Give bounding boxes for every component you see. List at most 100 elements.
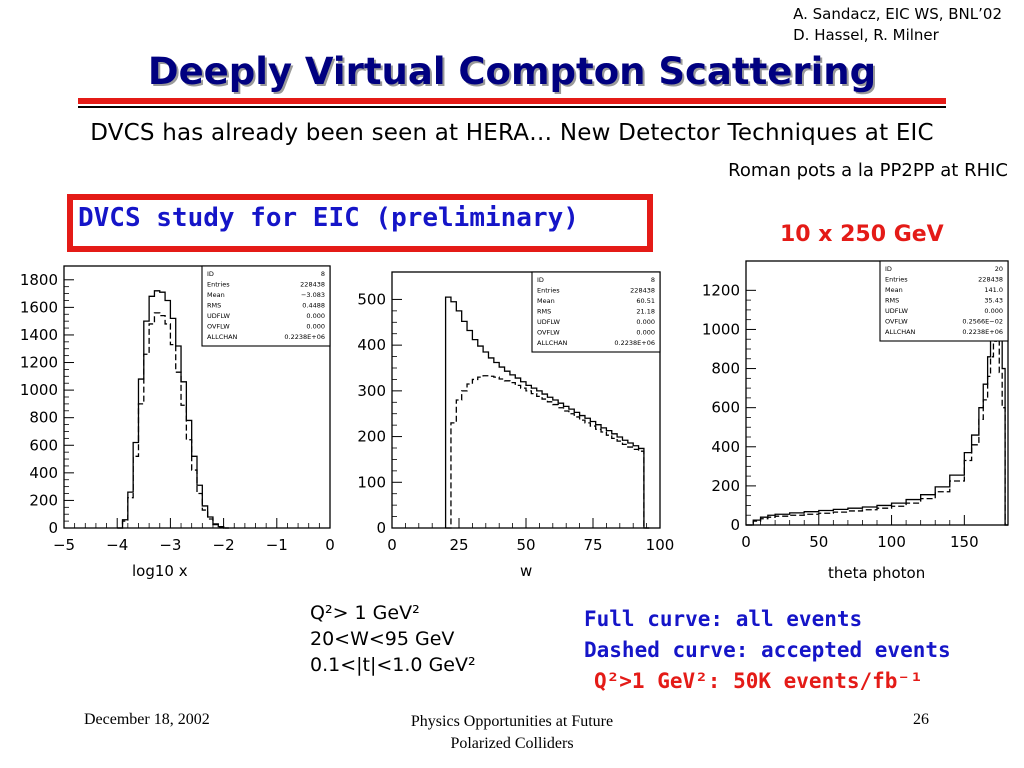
x-axis-label: w (520, 562, 532, 580)
stats-value: 21.18 (636, 308, 655, 316)
y-tick-label: 400 (357, 336, 386, 354)
credit-line-2: D. Hassel, R. Milner (793, 26, 939, 44)
y-tick-label: 200 (711, 477, 740, 495)
stats-value: 0.000 (306, 312, 325, 320)
stats-value: 0.2238E+06 (284, 333, 325, 341)
series-accepted-events (445, 375, 650, 529)
stats-label: ID (885, 265, 892, 273)
y-tick-label: 1400 (20, 326, 58, 344)
y-tick-label: 1200 (702, 281, 740, 299)
histogram-theta-photon: 0 50 100 150 0 200 400 600 800 1000 1200 ID 20 Entrie… (702, 260, 1009, 582)
y-tick-label: 300 (357, 382, 386, 400)
x-tick-label: −2 (213, 536, 235, 554)
y-tick-label: 800 (711, 360, 740, 378)
stats-value: 228438 (978, 276, 1003, 284)
stats-value: 0.000 (636, 329, 655, 337)
curve-legend: Full curve: all events Dashed curve: acc… (584, 604, 951, 697)
y-tick-label: 1200 (20, 354, 58, 372)
y-tick-label: 600 (711, 399, 740, 417)
stats-box (879, 260, 1009, 342)
cut-t-text: 0.1<|t|<1.0 GeV² (310, 654, 476, 676)
stats-label: ALLCHAN (885, 328, 916, 336)
beam-energy-label: 10 x 250 GeV (780, 222, 944, 247)
stats-value: 35.43 (984, 297, 1003, 305)
stats-label: Entries (885, 276, 908, 284)
footer-center: Physics Opportunities at Future Polarize… (362, 711, 662, 755)
stats-label: UDFLW (207, 312, 231, 320)
footer-center-line-2: Polarized Colliders (450, 735, 574, 752)
cut-q2: Q²> 1 GeV² (310, 600, 476, 626)
y-tick-label: 1800 (20, 271, 58, 289)
stats-value: 20 (995, 265, 1003, 273)
cut-q2-text: Q²> 1 GeV² (310, 602, 420, 624)
stats-label: Mean (537, 297, 555, 305)
stats-label: Entries (207, 281, 230, 289)
x-tick-label: 0 (387, 536, 397, 554)
y-tick-label: 400 (711, 438, 740, 456)
stats-label: RMS (207, 302, 221, 310)
footer-center-line-1: Physics Opportunities at Future (410, 713, 614, 730)
slide-subtitle: DVCS has already been seen at HERA… New … (90, 120, 934, 146)
x-tick-label: 100 (877, 533, 906, 551)
stats-label: UDFLW (537, 318, 561, 326)
y-tick-label: 200 (29, 491, 58, 509)
x-tick-label: 0 (741, 533, 751, 551)
stats-value: 0.2566E−02 (962, 318, 1003, 326)
y-tick-label: 0 (48, 519, 58, 537)
x-tick-label: −3 (159, 536, 181, 554)
kinematic-cuts: Q²> 1 GeV² 20<W<95 GeV 0.1<|t|<1.0 GeV² (310, 600, 476, 678)
stats-label: OVFLW (207, 323, 230, 331)
x-axis-label: theta photon (828, 564, 925, 582)
page-number: 26 (913, 711, 929, 728)
legend-statistics: Q²>1 GeV²: 50K events/fb⁻¹ (594, 669, 923, 693)
stats-value: 0.2238E+06 (614, 339, 655, 347)
y-tick-label: 1000 (702, 320, 740, 338)
stats-value: 0.4488 (302, 302, 325, 310)
stats-value: 0.000 (984, 307, 1003, 315)
study-box-label: DVCS study for EIC (preliminary) (78, 203, 579, 233)
study-box-frame (67, 194, 653, 252)
credit-line-1: A. Sandacz, EIC WS, BNL’02 (793, 5, 1002, 23)
stats-value: 141.0 (984, 286, 1003, 294)
stats-value: 0.2238E+06 (962, 328, 1003, 336)
stats-box (531, 271, 661, 353)
author-credit: A. Sandacz, EIC WS, BNL’02 D. Hassel, R.… (793, 4, 1002, 46)
y-tick-label: 400 (29, 464, 58, 482)
series-all-events (444, 296, 650, 529)
stats-label: Entries (537, 287, 560, 295)
stats-label: ID (537, 276, 544, 284)
stats-label: Mean (207, 291, 225, 299)
y-tick-label: 0 (730, 516, 740, 534)
stats-label: UDFLW (885, 307, 909, 315)
x-tick-label: −4 (106, 536, 128, 554)
stats-box (201, 265, 331, 347)
y-tick-label: 500 (357, 290, 386, 308)
cut-t: 0.1<|t|<1.0 GeV² (310, 652, 476, 678)
x-tick-label: 50 (809, 533, 828, 551)
stats-value: 0.000 (636, 318, 655, 326)
roman-pots-note: Roman pots a la PP2PP at RHIC (728, 160, 1008, 181)
histogram-w: 0 25 50 75 100 0 100 200 300 400 500 ID 8 Entries 2284… (357, 271, 674, 580)
legend-dashed-curve: Dashed curve: accepted events (584, 638, 951, 662)
stats-value: 8 (651, 276, 655, 284)
title-rule-red (78, 98, 946, 104)
y-tick-label: 1600 (20, 298, 58, 316)
stats-value: 8 (321, 270, 325, 278)
x-tick-label: 75 (583, 536, 602, 554)
x-tick-label: 150 (950, 533, 979, 551)
stats-label: Mean (885, 286, 903, 294)
y-tick-label: 0 (376, 519, 386, 537)
cut-w-text: 20<W<95 GeV (310, 628, 455, 650)
x-axis-label: log10 x (132, 562, 188, 580)
x-tick-label: −5 (53, 536, 75, 554)
y-tick-label: 800 (29, 409, 58, 427)
cut-w: 20<W<95 GeV (310, 626, 476, 652)
x-tick-label: 25 (449, 536, 468, 554)
stats-label: ID (207, 270, 214, 278)
title-rule-black (78, 106, 946, 108)
stats-label: ALLCHAN (537, 339, 568, 347)
slide-title: Deeply Virtual Compton Scattering (147, 50, 877, 93)
x-tick-label: 0 (325, 536, 335, 554)
y-tick-label: 1000 (20, 381, 58, 399)
stats-label: OVFLW (885, 318, 908, 326)
